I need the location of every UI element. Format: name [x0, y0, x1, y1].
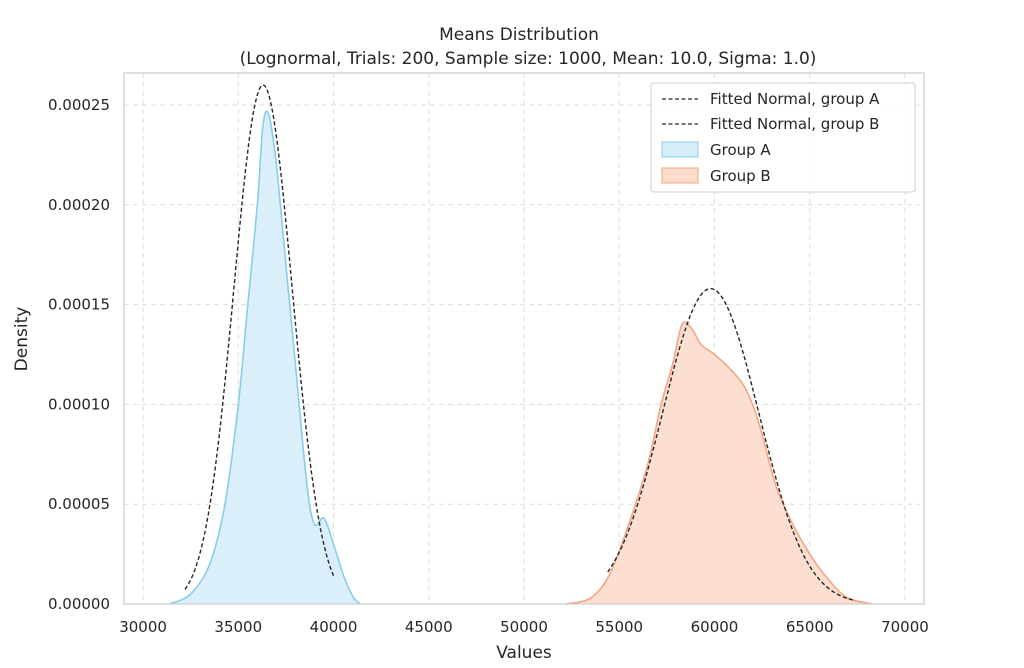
group-a-area: [169, 111, 361, 605]
legend-label-fitted-b: Fitted Normal, group B: [710, 115, 879, 133]
density-areas: [169, 110, 873, 605]
fitted-normal-lines: [184, 84, 856, 602]
fitted-normal-group-b-line: [607, 287, 856, 602]
group-b-area: [565, 322, 873, 604]
x-tick-label: 70000: [881, 618, 929, 636]
legend-label-group-a: Group A: [710, 141, 771, 159]
y-tick-label: 0.00000: [48, 595, 110, 613]
x-tick-label: 60000: [691, 618, 739, 636]
group-a-outline: [169, 110, 361, 605]
x-tick-label: 40000: [310, 618, 358, 636]
legend-swatch-group-a: [661, 141, 699, 158]
group-b-outline: [565, 321, 873, 605]
legend-label-group-b: Group B: [710, 167, 771, 185]
legend: Fitted Normal, group A Fitted Normal, gr…: [650, 82, 916, 193]
x-axis-label: Values: [496, 643, 552, 663]
legend-box: [650, 82, 916, 193]
y-tick-label: 0.00020: [48, 196, 110, 214]
y-tick-label: 0.00015: [48, 296, 110, 314]
y-tick-label: 0.00025: [48, 96, 110, 114]
legend-swatch-group-b: [661, 167, 699, 184]
y-tick-label: 0.00010: [48, 395, 110, 413]
x-tick-labels: 30000 35000 40000 45000 50000 55000 60000 65000…: [119, 618, 929, 636]
y-axis-label: Density: [12, 307, 32, 372]
x-tick-label: 55000: [595, 618, 643, 636]
x-tick-label: 30000: [119, 618, 167, 636]
legend-label-fitted-a: Fitted Normal, group A: [710, 90, 880, 108]
x-tick-label: 45000: [405, 618, 453, 636]
x-tick-label: 50000: [500, 618, 548, 636]
chart-title: Means Distribution: [439, 25, 599, 45]
chart-subtitle: (Lognormal, Trials: 200, Sample size: 10…: [240, 49, 817, 69]
y-tick-labels: 0.00000 0.00005 0.00010 0.00015 0.00020 0.000…: [48, 96, 110, 613]
plot-frame: [123, 72, 925, 605]
y-tick-label: 0.00005: [48, 495, 110, 513]
x-tick-label: 35000: [214, 618, 262, 636]
fitted-normal-group-a-line: [184, 84, 335, 590]
x-tick-label: 65000: [786, 618, 834, 636]
